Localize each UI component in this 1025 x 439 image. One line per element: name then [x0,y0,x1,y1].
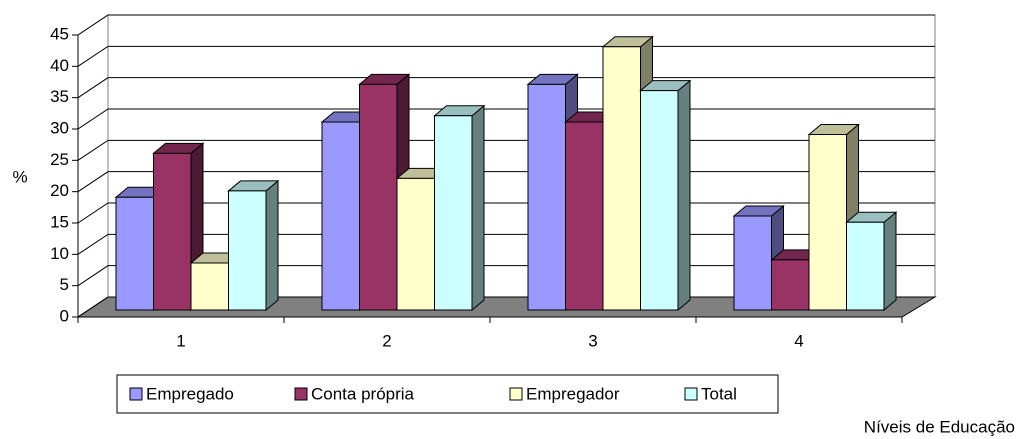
bar-side [471,104,485,312]
bar-front [565,121,604,311]
grid-line [77,77,935,99]
bar [433,104,486,312]
y-tick-label: 35 [50,87,69,106]
legend-label: Empregador [526,384,620,403]
y-tick-label: 0 [60,306,69,325]
bar-front [359,83,398,311]
legend-swatch [129,387,143,401]
bar-side [265,179,279,312]
bar-front [190,262,229,311]
y-tick-label: 20 [50,181,69,200]
x-tick-label: 4 [794,331,803,350]
y-tick-label: 30 [50,118,69,137]
bar-front [228,190,267,311]
bar-front [115,196,154,311]
legend-swatch [294,387,308,401]
legend-label: Total [701,384,737,403]
x-tick-label: 2 [382,331,391,350]
legend-swatch [684,387,698,401]
x-tick-label: 3 [588,331,597,350]
bar [845,211,898,312]
y-tick-label: 5 [60,275,69,294]
grid-line [77,14,935,36]
bar-front [434,115,473,311]
bar-front [733,215,772,311]
bar-front [602,46,641,311]
x-axis-label: Níveis de Educação [864,417,1015,436]
bar-front [846,221,885,311]
y-tick-label: 45 [50,24,69,43]
side-wall [77,14,109,318]
y-tick-label: 10 [50,244,69,263]
bar-front [396,177,435,311]
bar-front [771,259,810,311]
bar [639,79,692,312]
legend-swatch [509,387,523,401]
legend-box [116,374,779,414]
bar [227,179,280,312]
y-tick-label: 40 [50,56,69,75]
bar-side [883,211,897,312]
y-axis-label: % [12,167,27,186]
bar-side [677,79,691,312]
grid-line [77,45,935,67]
bar-front [808,134,847,311]
y-tick-label: 15 [50,212,69,231]
y-tick-label: 25 [50,150,69,169]
x-tick-label: 1 [176,331,185,350]
bar-front [640,90,679,311]
bar-front [527,83,566,311]
legend-label: Empregado [146,384,234,403]
bar-front [153,152,192,311]
legend-label: Conta própria [311,384,415,403]
bar-front [321,121,360,311]
